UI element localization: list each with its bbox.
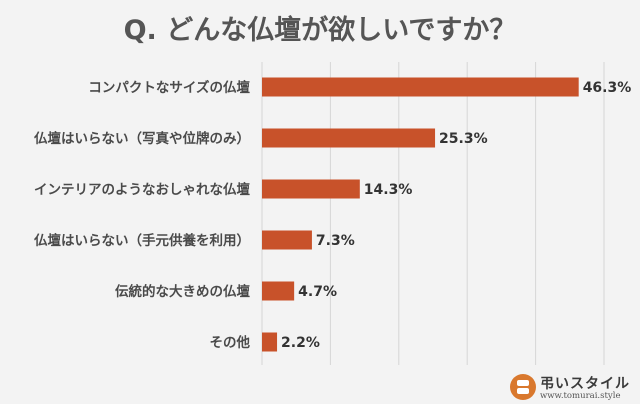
category-label: コンパクトなサイズの仏壇 xyxy=(88,79,250,96)
logo-url: www.tomurai.style xyxy=(540,391,621,401)
logo-name: 弔いスタイル xyxy=(540,376,630,392)
category-label: その他 xyxy=(210,334,251,351)
chart-title: Q. どんな仏壇が欲しいですか？ xyxy=(123,15,517,46)
value-label: 4.7% xyxy=(298,284,337,300)
bar xyxy=(262,77,579,97)
value-label: 25.3% xyxy=(439,131,488,147)
bar xyxy=(262,230,312,250)
bars xyxy=(262,77,579,352)
bar xyxy=(262,281,295,301)
category-label: 仏壇はいらない（写真や位牌のみ） xyxy=(34,130,250,147)
value-label: 7.3% xyxy=(316,233,355,249)
category-label: 伝統的な大きめの仏壇 xyxy=(115,283,250,300)
bar xyxy=(262,332,278,352)
gridlines xyxy=(261,62,605,365)
bar xyxy=(262,128,436,148)
value-label: 46.3% xyxy=(583,80,632,96)
brand-logo: 弔いスタイル www.tomurai.style xyxy=(510,374,638,402)
category-label: 仏壇はいらない（手元供養を利用） xyxy=(34,232,250,249)
logo-mark-icon xyxy=(510,374,536,400)
bar xyxy=(262,179,360,199)
value-labels: 46.3% 25.3% 14.3% 7.3% 4.7% 2.2% xyxy=(281,80,631,351)
category-label: インテリアのようなおしゃれな仏壇 xyxy=(34,181,250,198)
value-label: 14.3% xyxy=(364,182,413,198)
value-label: 2.2% xyxy=(281,335,320,351)
